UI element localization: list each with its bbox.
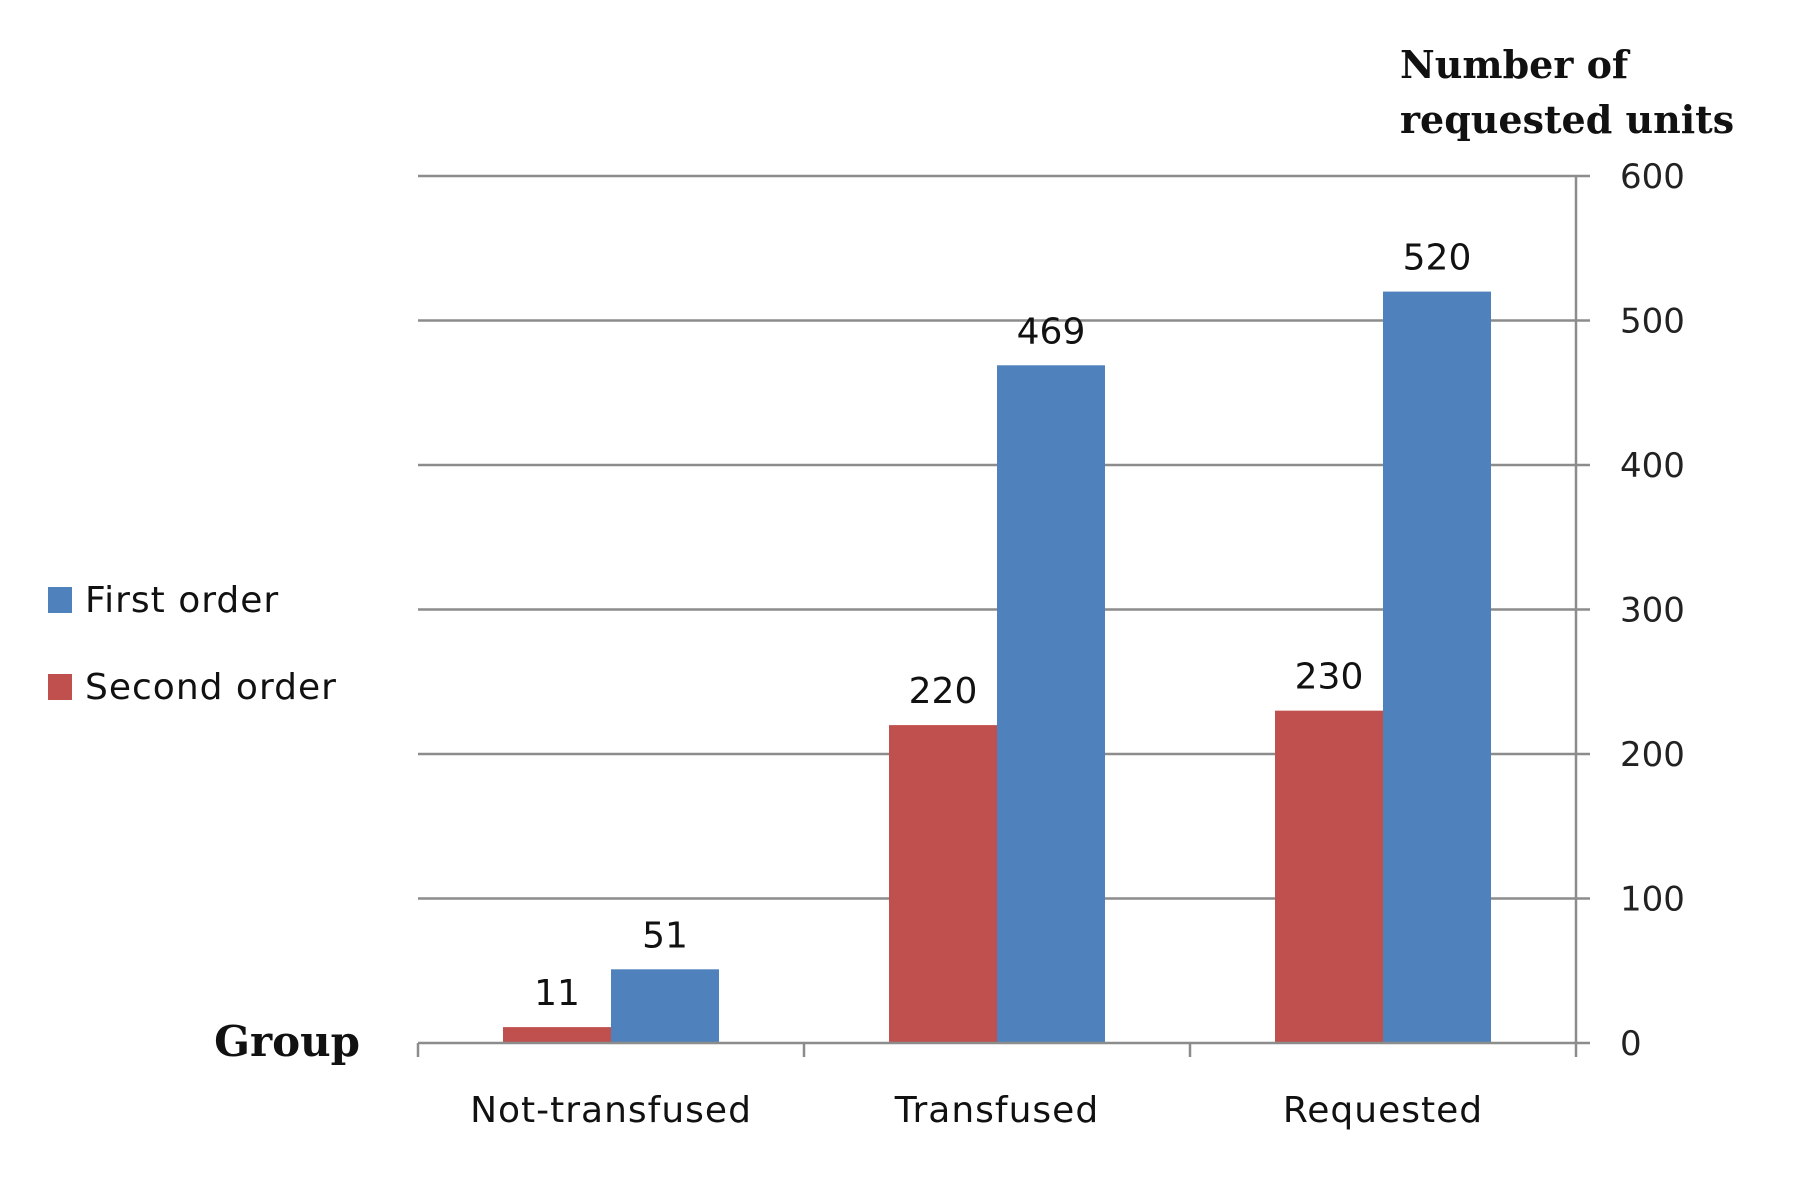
legend-label: Second order (85, 667, 337, 708)
bar-first-order (1383, 291, 1491, 1044)
y-tick-label: 400 (1620, 446, 1685, 486)
legend-swatch (48, 674, 72, 700)
data-label: 51 (642, 915, 688, 956)
y-axis-title-line-2: requested units (1400, 97, 1734, 142)
bar-second-order (1275, 710, 1383, 1043)
bar-first-order (611, 969, 719, 1043)
data-label: 230 (1295, 657, 1364, 698)
data-label: 11 (534, 973, 580, 1014)
data-labels: 11 51 220 469 230 520 (534, 238, 1471, 1015)
y-tick-label: 200 (1620, 735, 1685, 775)
bar-first-order (997, 365, 1105, 1043)
y-tick-label: 300 (1620, 591, 1685, 631)
bars (503, 291, 1491, 1044)
axes: 0 100 200 300 400 500 600 Not-transfused Transfu… (416, 157, 1685, 1131)
y-tick-label: 600 (1620, 157, 1685, 197)
data-label: 469 (1017, 311, 1086, 352)
bar-second-order (503, 1027, 611, 1043)
x-axis-title: Group (214, 1017, 360, 1066)
legend-label: First order (85, 580, 279, 621)
legend-swatch (48, 587, 72, 613)
x-tick-label: Transfused (894, 1090, 1099, 1131)
y-tick-label: 100 (1620, 880, 1685, 920)
data-label: 520 (1403, 238, 1472, 279)
y-tick-label: 0 (1620, 1024, 1642, 1064)
x-tick-label: Requested (1283, 1090, 1483, 1131)
bar-second-order (889, 725, 997, 1043)
legend: First order Second order (48, 580, 337, 708)
data-label: 220 (909, 671, 978, 712)
x-tick-label: Not-transfused (470, 1090, 752, 1131)
y-axis-title-line-1: Number of (1400, 42, 1631, 87)
y-tick-label: 500 (1620, 302, 1685, 342)
